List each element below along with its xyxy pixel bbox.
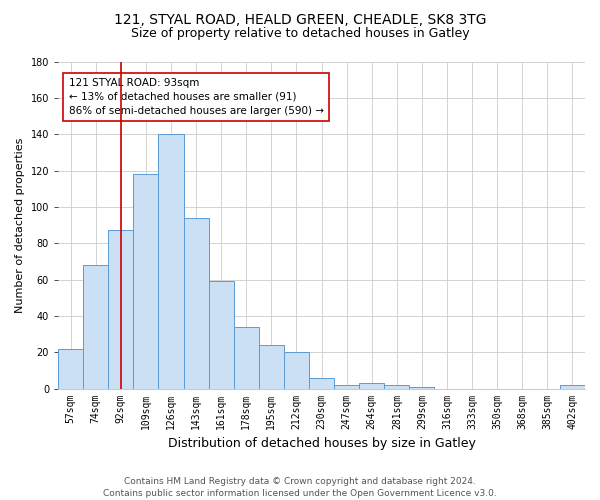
X-axis label: Distribution of detached houses by size in Gatley: Distribution of detached houses by size … bbox=[167, 437, 475, 450]
Bar bbox=[209, 282, 234, 389]
Bar bbox=[108, 230, 133, 388]
Bar bbox=[58, 348, 83, 389]
Text: 121 STYAL ROAD: 93sqm
← 13% of detached houses are smaller (91)
86% of semi-deta: 121 STYAL ROAD: 93sqm ← 13% of detached … bbox=[68, 78, 323, 116]
Bar bbox=[234, 327, 259, 388]
Bar bbox=[384, 385, 409, 388]
Bar bbox=[334, 385, 359, 388]
Bar bbox=[409, 386, 434, 388]
Bar bbox=[359, 383, 384, 388]
Text: 121, STYAL ROAD, HEALD GREEN, CHEADLE, SK8 3TG: 121, STYAL ROAD, HEALD GREEN, CHEADLE, S… bbox=[114, 12, 486, 26]
Bar bbox=[309, 378, 334, 388]
Bar bbox=[284, 352, 309, 389]
Text: Size of property relative to detached houses in Gatley: Size of property relative to detached ho… bbox=[131, 28, 469, 40]
Bar bbox=[158, 134, 184, 388]
Bar bbox=[184, 218, 209, 388]
Bar bbox=[133, 174, 158, 388]
Y-axis label: Number of detached properties: Number of detached properties bbox=[15, 138, 25, 312]
Bar bbox=[560, 385, 585, 388]
Bar bbox=[83, 265, 108, 388]
Text: Contains HM Land Registry data © Crown copyright and database right 2024.
Contai: Contains HM Land Registry data © Crown c… bbox=[103, 476, 497, 498]
Bar bbox=[259, 345, 284, 389]
